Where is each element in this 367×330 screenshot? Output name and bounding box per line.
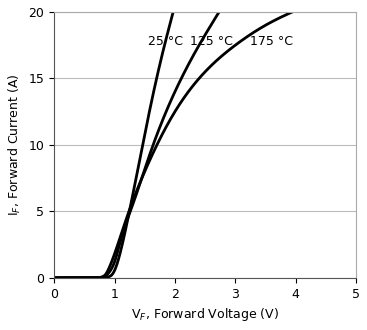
Text: 125 °C: 125 °C: [190, 35, 233, 48]
Text: 175 °C: 175 °C: [250, 35, 293, 48]
X-axis label: V$_F$, Forward Voltage (V): V$_F$, Forward Voltage (V): [131, 306, 279, 323]
Text: 25 °C: 25 °C: [148, 35, 183, 48]
Y-axis label: I$_F$, Forward Current (A): I$_F$, Forward Current (A): [7, 74, 23, 216]
